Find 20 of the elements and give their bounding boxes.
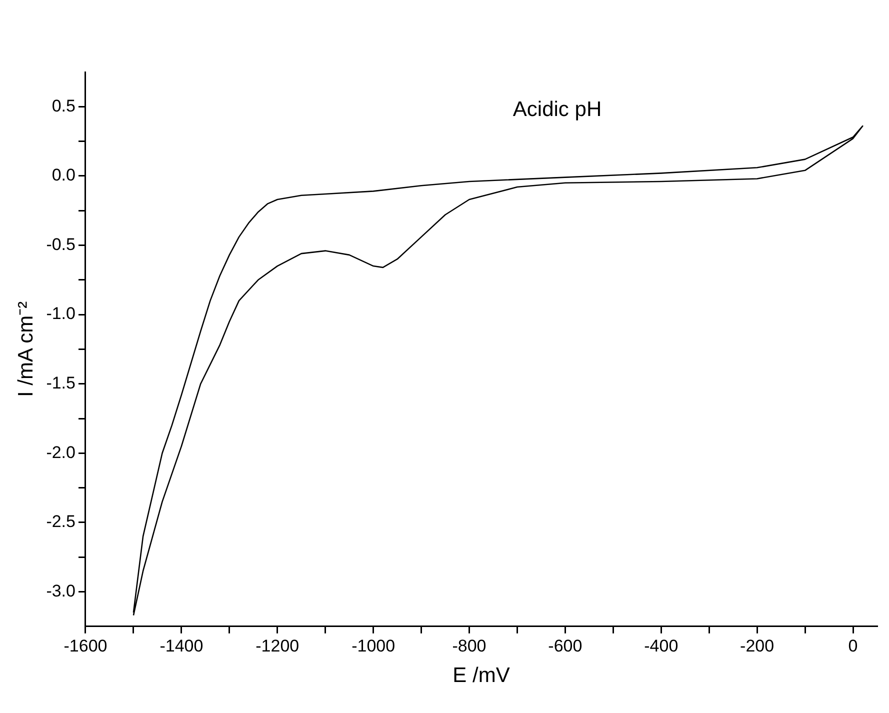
x-tick-label: -200 <box>740 636 774 656</box>
x-tick-label: -800 <box>452 636 486 656</box>
y-tick-label: -2.0 <box>46 442 76 462</box>
y-tick-label: 0.0 <box>52 166 76 185</box>
x-tick-label: 0 <box>848 636 858 656</box>
y-tick-label: -3.0 <box>46 581 76 600</box>
annotation: Acidic pH <box>512 98 602 121</box>
y-tick-label: 0.5 <box>52 96 76 116</box>
x-tick-label: -1200 <box>256 636 300 656</box>
x-tick-label: -1000 <box>352 636 396 656</box>
y-tick-label: -2.5 <box>46 512 76 532</box>
y-tick-label: -0.5 <box>46 234 76 254</box>
x-tick-label: -400 <box>644 636 678 656</box>
y-axis-title: I /mA cm⁻² <box>14 301 38 398</box>
y-tick-label: -1.5 <box>46 374 76 393</box>
y-tick-label: -1.0 <box>46 304 76 324</box>
x-axis-title: E /mV <box>452 664 510 688</box>
x-tick-label: -600 <box>548 636 582 656</box>
x-tick-label: -1600 <box>64 636 108 656</box>
x-tick-label: -1400 <box>160 636 204 656</box>
